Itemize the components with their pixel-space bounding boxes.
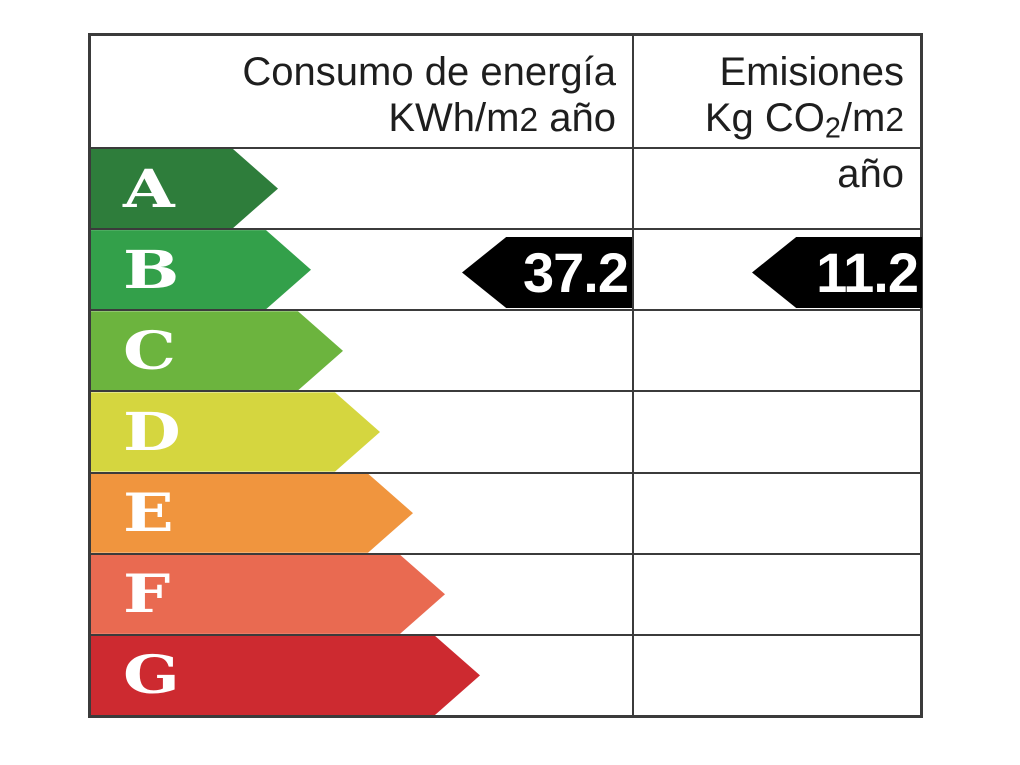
grade-row-c: C — [91, 309, 920, 390]
grade-arrow-c: C — [91, 311, 343, 390]
grade-row-a: A — [91, 149, 920, 228]
grade-letter-c: C — [123, 320, 176, 382]
grade-row-b: B — [91, 228, 920, 309]
consumption-header-line2: KWh/m2 año — [388, 96, 616, 140]
grade-arrow-d: D — [91, 392, 380, 471]
grade-letter-a: A — [123, 158, 175, 220]
grade-arrow-f: F — [91, 555, 445, 634]
emissions-header-line2: Kg CO2/m2 año — [704, 96, 904, 197]
grade-arrow-e: E — [91, 474, 413, 553]
grade-letter-g: G — [123, 645, 180, 707]
consumption-column-header: Consumo de energía KWh/m2 año — [91, 36, 632, 147]
grade-row-d: D — [91, 390, 920, 471]
emissions-column-header: Emisiones Kg CO2/m2 año — [632, 36, 920, 196]
grade-letter-b: B — [123, 239, 180, 301]
consumption-header-line1: Consumo de energía — [242, 50, 616, 94]
table-header: Consumo de energía KWh/m2 año Emisiones … — [91, 36, 920, 196]
grade-arrow-a: A — [91, 149, 278, 228]
column-divider — [632, 36, 634, 715]
grade-arrow-g: G — [91, 636, 480, 715]
grade-row-e: E — [91, 471, 920, 553]
consumption-value-arrow-icon: 37.2 — [462, 237, 632, 308]
grade-letter-f: F — [123, 564, 171, 626]
grade-letter-e: E — [123, 483, 174, 545]
grade-rows: A B C D E — [91, 149, 920, 715]
emissions-value: 11.2 — [816, 241, 919, 304]
consumption-value: 37.2 — [523, 241, 629, 304]
grade-row-g: G — [91, 633, 920, 715]
grade-arrow-b: B — [91, 230, 311, 309]
emissions-header-line1: Emisiones — [719, 50, 904, 94]
rating-table: Consumo de energía KWh/m2 año Emisiones … — [88, 33, 923, 718]
grade-row-f: F — [91, 552, 920, 634]
grade-letter-d: D — [123, 401, 181, 463]
